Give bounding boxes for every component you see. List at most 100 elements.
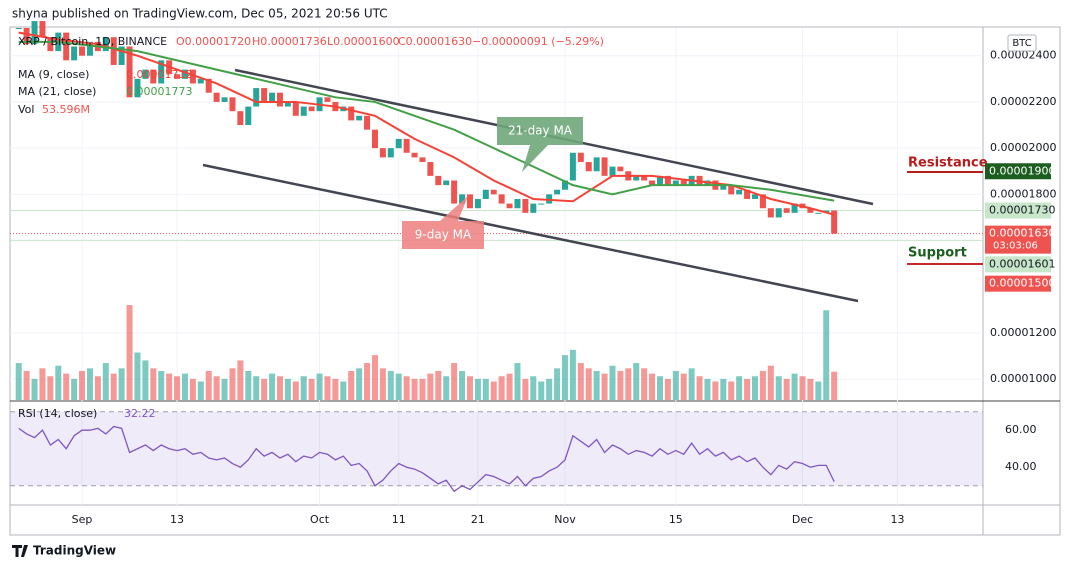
candle-body: [174, 74, 181, 79]
volume-bar: [356, 368, 363, 400]
volume-bar: [174, 376, 181, 400]
candle-body: [110, 37, 117, 65]
volume-bar: [364, 363, 371, 400]
volume-bar: [474, 378, 481, 400]
volume-bar: [166, 373, 173, 400]
volume-bar: [569, 349, 576, 400]
volume-bar: [71, 378, 78, 400]
volume-bar: [728, 381, 735, 400]
volume-bar: [150, 368, 157, 400]
candle-body: [300, 106, 307, 116]
candle-body: [276, 92, 283, 107]
candle-body: [71, 46, 78, 61]
candle-body: [680, 180, 687, 186]
volume-bar: [546, 378, 553, 400]
volume-bar: [680, 373, 687, 400]
volume-bar: [799, 376, 806, 400]
volume-bar: [767, 365, 774, 400]
candle-body: [15, 28, 22, 29]
volume-bar: [308, 378, 315, 400]
currency-box: [1007, 34, 1037, 52]
volume-bar: [482, 378, 489, 400]
candle-body: [269, 92, 276, 102]
volume-bar: [39, 368, 46, 400]
candle-body: [23, 28, 30, 45]
candle-body: [506, 203, 513, 209]
candle-body: [79, 46, 86, 56]
frame: [9, 26, 1061, 536]
volume-bar: [387, 370, 394, 400]
volume-bar: [712, 381, 719, 400]
price-label: 0.00001500: [989, 277, 1055, 290]
ma9-value: 0.00001712: [126, 68, 192, 81]
candle-body: [569, 152, 576, 181]
price-label: 0.00001601: [989, 257, 1055, 270]
x-tick-label: 11: [392, 513, 406, 526]
volume-bar: [633, 363, 640, 400]
candle-body: [253, 88, 260, 107]
y-tick-label: 0.00001000: [990, 372, 1056, 385]
volume-bar: [245, 370, 252, 400]
volume-bar: [791, 373, 798, 400]
ma21-callout-text: 21-day MA: [508, 124, 573, 138]
candle-body: [744, 189, 751, 199]
ma21-name: MA (21, close): [18, 85, 96, 98]
volume-bar: [506, 373, 513, 400]
candle-body: [498, 194, 505, 204]
candle-body: [403, 138, 410, 153]
candle-body: [205, 78, 212, 93]
candle-body: [451, 180, 458, 204]
volume-bar: [696, 376, 703, 400]
price-label: 0.00001730: [989, 204, 1055, 217]
candle-body: [189, 69, 196, 84]
candle-body: [126, 46, 133, 98]
candle-body: [395, 138, 402, 149]
volume-bar: [720, 378, 727, 400]
candle-body: [728, 185, 735, 195]
volume-bar: [371, 355, 378, 400]
candle-body: [601, 157, 608, 176]
volume-bar: [807, 378, 814, 400]
volume-bar: [269, 373, 276, 400]
candle-body: [490, 189, 497, 195]
volume-bar: [609, 365, 616, 400]
volume-bar: [561, 355, 568, 400]
rsi-tick-label: 60.00: [1005, 423, 1037, 436]
candle-body: [459, 194, 466, 204]
volume-bar: [79, 370, 86, 400]
ma21-callout: [497, 117, 583, 172]
volume-bar: [205, 370, 212, 400]
volume-bar: [316, 373, 323, 400]
volume-bar: [514, 363, 521, 400]
candle-body: [308, 106, 315, 112]
volume-bar: [451, 363, 458, 400]
volume-bar: [411, 378, 418, 400]
volume-bar: [427, 373, 434, 400]
volume-bar: [744, 378, 751, 400]
volume-bar: [47, 376, 54, 400]
volume-bar: [110, 373, 117, 400]
candle-body: [474, 198, 481, 209]
x-tick-label: 21: [471, 513, 485, 526]
price-label-box: [985, 225, 1051, 254]
volume-bar: [118, 368, 125, 400]
x-tick-label: Nov: [554, 513, 576, 526]
volume-bar: [15, 363, 22, 400]
candle-body: [387, 148, 394, 158]
volume-bar: [142, 360, 149, 400]
volume-bar: [751, 376, 758, 400]
volume-bar: [625, 368, 632, 400]
candle-body: [815, 212, 822, 214]
volume-bar: [823, 310, 830, 400]
volume-bar: [94, 376, 101, 400]
volume-bar: [490, 381, 497, 400]
candle-body: [609, 166, 616, 176]
candle-body: [672, 180, 679, 186]
candle-body: [427, 162, 434, 176]
header: shyna published on TradingView.com, Dec …: [12, 7, 388, 21]
volume-bar: [530, 376, 537, 400]
rsi-value: 32.22: [124, 407, 156, 420]
candle-body: [791, 203, 798, 213]
candle-body: [656, 175, 663, 186]
